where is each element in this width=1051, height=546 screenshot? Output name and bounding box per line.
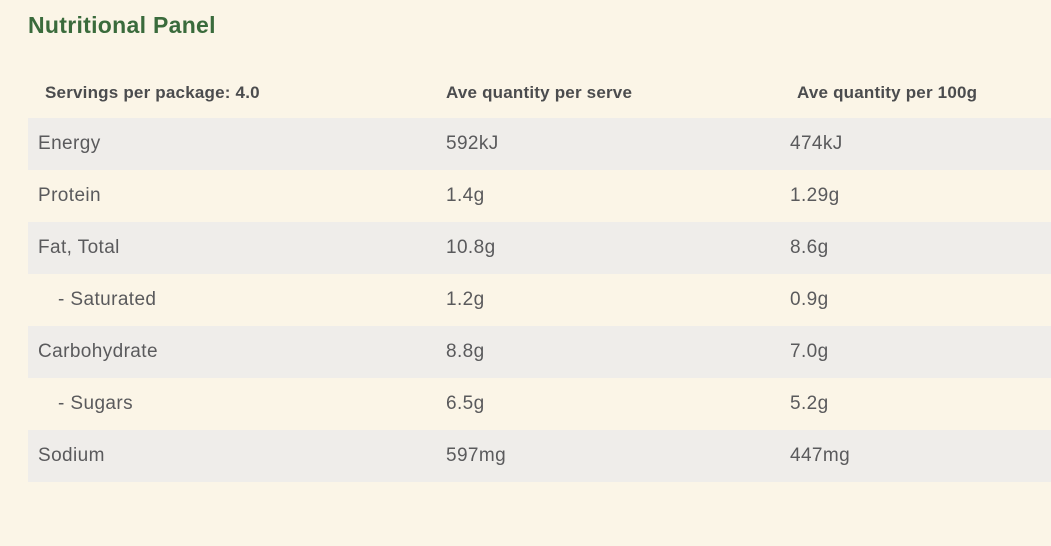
nutritional-panel-page: Nutritional Panel Servings per package: …	[28, 12, 1051, 482]
row-label: Fat, Total	[38, 237, 120, 258]
cell-per-100g: 8.6g	[790, 237, 829, 258]
nutrition-table-body: Energy 592kJ 474kJ Protein 1.4g 1.29g Fa…	[28, 118, 1051, 482]
row-label: Energy	[38, 133, 101, 154]
row-label: - Sugars	[58, 393, 134, 414]
nutrition-table: Servings per package: 4.0 Ave quantity p…	[28, 80, 1051, 482]
cell-per-100g: 474kJ	[790, 133, 843, 154]
table-row: Protein 1.4g 1.29g	[28, 170, 1051, 222]
page-title: Nutritional Panel	[28, 12, 216, 38]
cell-per-100g: 447mg	[790, 445, 851, 466]
header-ave-quantity-per-100g: Ave quantity per 100g	[797, 83, 978, 102]
row-label: Carbohydrate	[38, 341, 158, 362]
row-label: - Saturated	[58, 289, 157, 310]
row-label: Protein	[38, 185, 102, 206]
table-row: Sodium 597mg 447mg	[28, 430, 1051, 482]
cell-per-100g: 0.9g	[790, 289, 829, 310]
cell-per-100g: 1.29g	[790, 185, 840, 206]
cell-per-serve: 8.8g	[446, 341, 485, 362]
header-servings-per-package: Servings per package: 4.0	[45, 83, 260, 102]
table-row: - Saturated 1.2g 0.9g	[28, 274, 1051, 326]
cell-per-serve: 1.4g	[446, 185, 485, 206]
row-label: Sodium	[38, 445, 105, 466]
cell-per-serve: 597mg	[446, 445, 507, 466]
cell-per-serve: 1.2g	[446, 289, 485, 310]
cell-per-serve: 6.5g	[446, 393, 485, 414]
table-row: - Sugars 6.5g 5.2g	[28, 378, 1051, 430]
cell-per-100g: 7.0g	[790, 341, 829, 362]
table-row: Carbohydrate 8.8g 7.0g	[28, 326, 1051, 378]
cell-per-serve: 592kJ	[446, 133, 499, 154]
cell-per-100g: 5.2g	[790, 393, 829, 414]
cell-per-serve: 10.8g	[446, 237, 496, 258]
table-row: Fat, Total 10.8g 8.6g	[28, 222, 1051, 274]
header-ave-quantity-per-serve: Ave quantity per serve	[446, 83, 633, 102]
table-row: Energy 592kJ 474kJ	[28, 118, 1051, 170]
nutrition-table-header: Servings per package: 4.0 Ave quantity p…	[28, 80, 1051, 106]
